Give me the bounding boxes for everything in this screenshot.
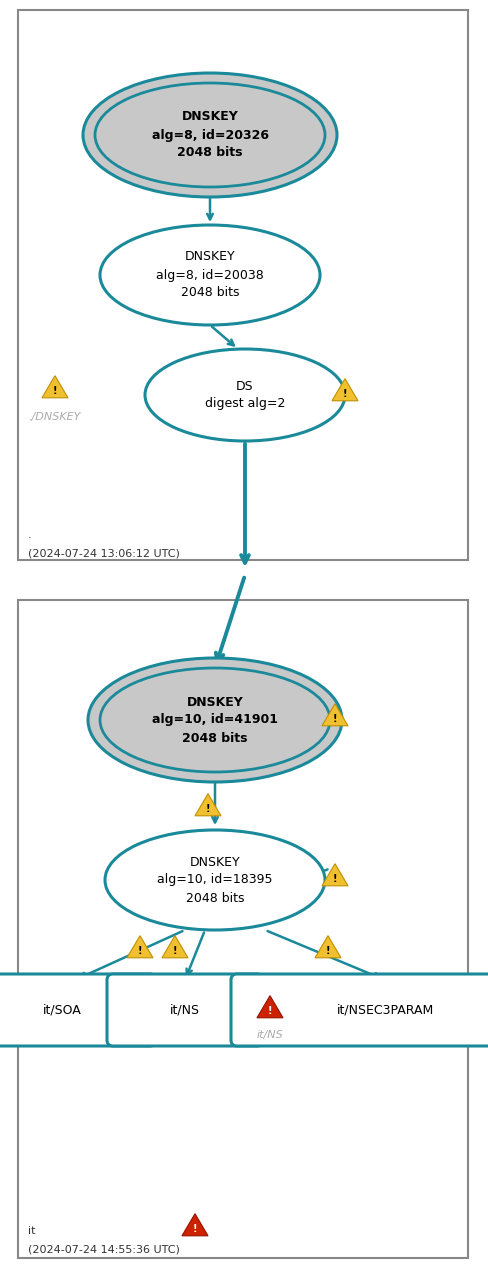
- Ellipse shape: [95, 83, 325, 188]
- Bar: [18, 10, 468, 560]
- Text: !: !: [268, 1005, 272, 1016]
- Text: !: !: [173, 946, 177, 956]
- Polygon shape: [332, 379, 358, 401]
- Text: !: !: [53, 385, 57, 396]
- FancyBboxPatch shape: [231, 974, 488, 1046]
- Ellipse shape: [145, 350, 345, 441]
- Polygon shape: [315, 935, 341, 958]
- Text: !: !: [333, 874, 337, 884]
- Text: (2024-07-24 14:55:36 UTC): (2024-07-24 14:55:36 UTC): [28, 1244, 180, 1254]
- Text: !: !: [206, 804, 210, 814]
- Polygon shape: [162, 935, 188, 958]
- Text: it/NSEC3PARAM: it/NSEC3PARAM: [336, 1003, 434, 1017]
- Polygon shape: [182, 1213, 208, 1235]
- Text: !: !: [193, 1224, 197, 1234]
- Ellipse shape: [100, 225, 320, 325]
- Text: DS
digest alg=2: DS digest alg=2: [205, 379, 285, 411]
- Text: !: !: [333, 713, 337, 723]
- Text: it/NS: it/NS: [170, 1003, 200, 1017]
- FancyBboxPatch shape: [0, 974, 156, 1046]
- Ellipse shape: [83, 73, 337, 197]
- Text: DNSKEY
alg=8, id=20326
2048 bits: DNSKEY alg=8, id=20326 2048 bits: [151, 111, 268, 160]
- Text: .: .: [28, 530, 32, 540]
- Polygon shape: [322, 703, 348, 726]
- Text: ./DNSKEY: ./DNSKEY: [29, 412, 81, 422]
- Polygon shape: [42, 375, 68, 398]
- Ellipse shape: [105, 829, 325, 930]
- Text: !: !: [326, 946, 330, 956]
- Text: DNSKEY
alg=10, id=18395
2048 bits: DNSKEY alg=10, id=18395 2048 bits: [157, 855, 273, 905]
- Ellipse shape: [100, 669, 330, 772]
- Text: it/NS: it/NS: [257, 1030, 284, 1040]
- Text: !: !: [343, 389, 347, 398]
- Text: (2024-07-24 13:06:12 UTC): (2024-07-24 13:06:12 UTC): [28, 547, 180, 558]
- Text: !: !: [138, 946, 142, 956]
- Ellipse shape: [88, 658, 342, 782]
- Polygon shape: [257, 995, 283, 1018]
- Text: DNSKEY
alg=8, id=20038
2048 bits: DNSKEY alg=8, id=20038 2048 bits: [156, 250, 264, 300]
- Bar: [18, 600, 468, 1258]
- Text: DNSKEY
alg=10, id=41901
2048 bits: DNSKEY alg=10, id=41901 2048 bits: [152, 695, 278, 744]
- Polygon shape: [127, 935, 153, 958]
- Polygon shape: [322, 864, 348, 886]
- Text: it/SOA: it/SOA: [42, 1003, 81, 1017]
- Polygon shape: [195, 794, 221, 815]
- FancyBboxPatch shape: [107, 974, 263, 1046]
- Text: it: it: [28, 1226, 36, 1236]
